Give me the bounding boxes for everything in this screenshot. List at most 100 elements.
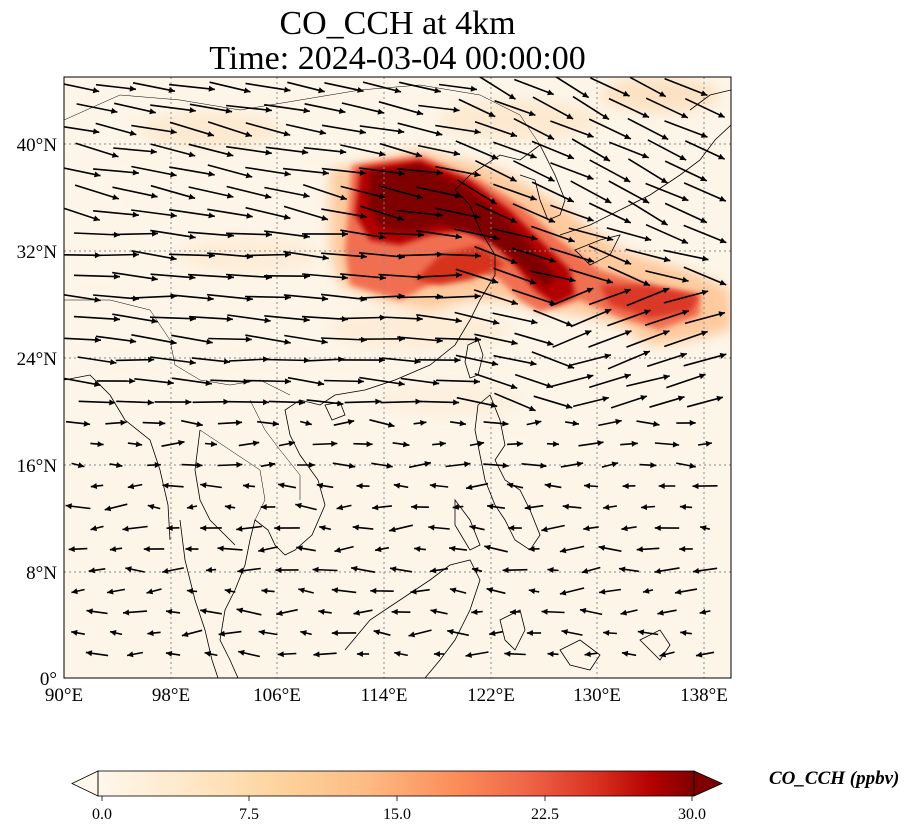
wind-arrow-shaft (95, 83, 137, 91)
wind-arrow-head (681, 238, 688, 244)
wind-arrow-shaft (264, 230, 310, 238)
wind-arrow-head (94, 381, 101, 387)
wind-arrow-shaft (511, 247, 557, 263)
wind-arrow-head (68, 546, 75, 553)
wind-arrow-shaft (188, 143, 234, 157)
wind-arrow-shaft (131, 209, 177, 217)
wind-arrow-head (474, 252, 481, 259)
wind-arrow-head (547, 89, 554, 96)
wind-arrow-shaft (150, 356, 196, 364)
wind-arrow-head (449, 587, 457, 594)
wind-arrow-head (300, 630, 307, 636)
wind-arrow-shaft (645, 97, 689, 119)
wind-arrow-head (583, 525, 590, 532)
wind-arrow-head (547, 651, 554, 657)
philippines-coastline (474, 394, 541, 551)
wind-arrow-head (587, 216, 594, 222)
wind-arrow-shaft (115, 358, 155, 362)
wind-arrow-shaft (629, 77, 667, 98)
wind-arrow-head (166, 608, 173, 615)
wind-arrow-head (493, 234, 500, 241)
wind-arrow-shaft (245, 166, 291, 176)
wind-arrow-shaft (340, 185, 386, 199)
wind-arrow-head (205, 566, 213, 573)
wind-arrow-shaft (74, 184, 120, 200)
wind-arrow-head (447, 629, 454, 635)
wind-arrow-head (464, 461, 471, 468)
wind-arrow-head (334, 547, 341, 553)
wind-arrow-head (94, 336, 101, 343)
wind-arrow-shaft (589, 159, 631, 183)
wind-arrow-shaft (416, 229, 462, 239)
wind-arrow-shaft (114, 102, 156, 114)
wind-arrow-head (185, 399, 192, 406)
wind-arrow-head (397, 128, 405, 135)
wind-arrow-shaft (474, 202, 518, 224)
wind-arrow-head (509, 609, 516, 615)
wind-arrow-head (474, 128, 481, 135)
wind-arrow-head (204, 650, 212, 657)
wind-arrow-shaft (264, 315, 310, 321)
wind-arrow-head (264, 193, 272, 199)
chart-title-line1: CO_CCH at 4km (279, 5, 516, 42)
wind-arrow-head (261, 588, 268, 594)
wind-arrow-head (477, 440, 485, 447)
wind-arrow-shaft (321, 252, 367, 258)
wind-arrow-shaft (493, 267, 537, 285)
wind-arrow-shaft (549, 247, 595, 263)
wind-arrow-head (526, 630, 533, 636)
wind-arrow-head (641, 504, 648, 511)
wind-arrow-head (398, 380, 405, 387)
wind-arrow-shaft (588, 288, 632, 306)
wind-arrow-head (636, 546, 643, 553)
wind-arrow-shaft (305, 358, 345, 362)
wind-arrow-shaft (244, 253, 292, 257)
colorbar-tick-label: 30.0 (678, 806, 706, 823)
wind-arrow-head (147, 630, 154, 637)
wind-arrow-shaft (492, 228, 538, 240)
wind-arrow-shaft (686, 396, 724, 408)
wind-arrow-shaft (73, 315, 121, 321)
wind-arrow-head (507, 482, 514, 489)
wind-arrow-head (681, 112, 688, 118)
wind-arrow-shaft (570, 308, 612, 328)
wind-arrow-shaft (588, 245, 632, 265)
wind-arrow-head (322, 169, 329, 176)
wind-arrow-head (718, 311, 725, 317)
wind-arrow-shaft (64, 83, 100, 93)
wind-arrow-shaft (76, 103, 118, 113)
colorbar-tick-label: 0.0 (92, 806, 112, 823)
wind-arrow-head (619, 566, 626, 573)
wind-arrow-head (224, 504, 232, 511)
wind-arrow-head (624, 133, 631, 139)
wind-arrow-head (416, 193, 424, 200)
wind-arrow-head (397, 215, 404, 221)
wind-arrow-head (322, 254, 329, 261)
wind-arrow-head (552, 441, 559, 447)
wind-arrow-shaft (456, 396, 498, 408)
wind-arrow-head (604, 197, 612, 203)
wind-arrow-head (237, 567, 244, 574)
wind-arrow-shaft (418, 400, 460, 404)
wind-arrow-head (530, 318, 538, 325)
wind-arrow-shaft (189, 315, 233, 321)
wind-arrow-head (453, 106, 460, 113)
wind-arrow-head (378, 193, 386, 200)
wind-arrow-shaft (344, 400, 382, 404)
wind-arrow-head (606, 278, 613, 284)
wind-arrow-head (584, 482, 591, 489)
wind-arrow-shaft (321, 167, 367, 175)
wind-arrow-head (129, 378, 136, 384)
wind-arrow-head (434, 87, 441, 94)
wind-arrow-head (283, 214, 291, 220)
wind-arrow-head (644, 309, 651, 316)
wind-arrow-shaft (378, 185, 424, 199)
wind-arrow-shaft (571, 138, 611, 162)
y-tick-label: 8°N (26, 563, 57, 584)
wind-arrow-shaft (666, 373, 706, 389)
wind-arrow-head (187, 503, 194, 510)
wind-arrow-head (679, 154, 687, 161)
wind-arrow-head (410, 588, 417, 595)
wind-arrow-head (699, 373, 706, 380)
wind-arrow-shaft (608, 180, 650, 204)
